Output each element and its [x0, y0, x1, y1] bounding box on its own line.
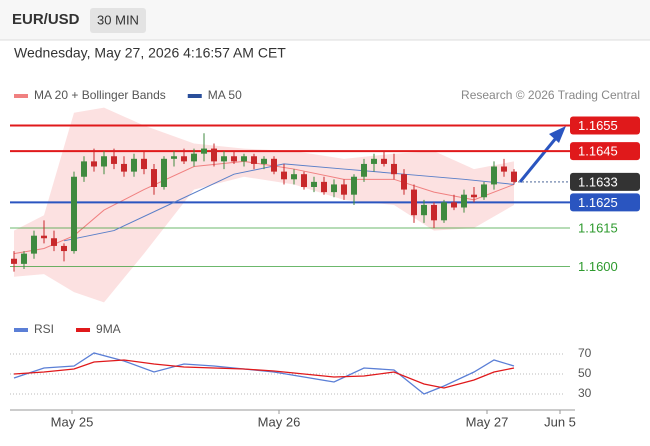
datetime: Wednesday, May 27, 2026 4:16:57 AM CET	[14, 45, 286, 61]
candle-body	[481, 184, 487, 198]
x-tick-label: May 25	[51, 414, 94, 429]
legend-swatch	[14, 94, 28, 98]
candle-body	[501, 166, 507, 172]
candle-body	[341, 184, 347, 195]
level-box	[570, 193, 640, 212]
candle-body	[471, 194, 477, 198]
candle-body	[361, 163, 367, 177]
candle-body	[81, 161, 87, 177]
level-label: 1.1600	[578, 259, 618, 274]
x-tick-label: Jun 5	[544, 414, 576, 429]
x-tick-label: May 27	[466, 414, 509, 429]
interval-button[interactable]	[90, 8, 146, 33]
candle-body	[121, 163, 127, 172]
candle-body	[311, 181, 317, 187]
candle-body	[271, 158, 277, 172]
legend-label: RSI	[34, 322, 54, 336]
credit: Research © 2026 Trading Central	[461, 88, 640, 102]
projection-arrow	[518, 137, 558, 183]
candle-body	[491, 166, 497, 185]
rsi-line	[13, 352, 515, 395]
level-label: 1.1633	[578, 174, 618, 189]
candle-body	[131, 158, 137, 172]
candle-body	[181, 156, 187, 162]
candle-body	[151, 169, 157, 187]
candle-body	[261, 158, 267, 164]
candle-body	[91, 161, 97, 167]
bollinger-band	[14, 107, 514, 303]
candle-body	[281, 171, 287, 180]
candle-body	[411, 189, 417, 216]
candle-body	[231, 156, 237, 162]
level-label: 1.1625	[578, 195, 618, 210]
candle-body	[371, 158, 377, 164]
candle-body	[61, 245, 67, 252]
candle-body	[221, 156, 227, 162]
candle-body	[291, 174, 297, 180]
candle-body	[241, 156, 247, 162]
candle-body	[321, 181, 327, 193]
level-label: 1.1615	[578, 220, 618, 235]
candle-body	[141, 158, 147, 170]
candle-body	[191, 153, 197, 162]
candle-body	[101, 156, 107, 167]
candle-body	[21, 253, 27, 264]
projection-arrow-head	[549, 126, 566, 143]
candle-body	[51, 238, 57, 246]
candle-body	[41, 235, 47, 239]
candle-body	[401, 174, 407, 190]
level-label: 1.1645	[578, 144, 618, 159]
level-box	[570, 116, 640, 135]
candle-body	[461, 194, 467, 208]
level-box	[570, 172, 640, 191]
rsi-tick-label: 30	[578, 386, 592, 400]
level-label: 1.1655	[578, 118, 618, 133]
candle-body	[301, 174, 307, 187]
level-box	[570, 142, 640, 161]
candle-body	[451, 202, 457, 208]
candle-body	[201, 148, 207, 154]
candle-body	[431, 204, 437, 221]
candle-body	[331, 184, 337, 193]
legend-label: MA 50	[208, 88, 242, 102]
legend-label: MA 20 + Bollinger Bands	[34, 88, 166, 102]
candle-body	[71, 176, 77, 252]
interval[interactable]: 30 MIN	[97, 12, 139, 27]
candle-body	[391, 163, 397, 175]
rsi-tick-label: 50	[578, 366, 592, 380]
symbol: EUR/USD	[12, 11, 80, 28]
candle-body	[171, 156, 177, 159]
rsi-line	[13, 359, 515, 389]
legend-swatch	[76, 328, 91, 332]
candle-body	[511, 171, 517, 182]
x-tick-label: May 26	[258, 414, 301, 429]
candle-body	[211, 148, 217, 162]
candle-body	[351, 176, 357, 195]
rsi-tick-label: 70	[578, 346, 592, 360]
legend-swatch	[187, 94, 202, 98]
candle-body	[251, 156, 257, 164]
candle-body	[381, 158, 387, 164]
candle-body	[111, 156, 117, 164]
candle-body	[421, 204, 427, 216]
candle-body	[11, 258, 17, 264]
legend-label: 9MA	[96, 322, 121, 336]
candle-body	[31, 235, 37, 254]
candle-body	[161, 158, 167, 187]
candle-body	[441, 202, 447, 221]
legend-swatch	[14, 328, 28, 332]
